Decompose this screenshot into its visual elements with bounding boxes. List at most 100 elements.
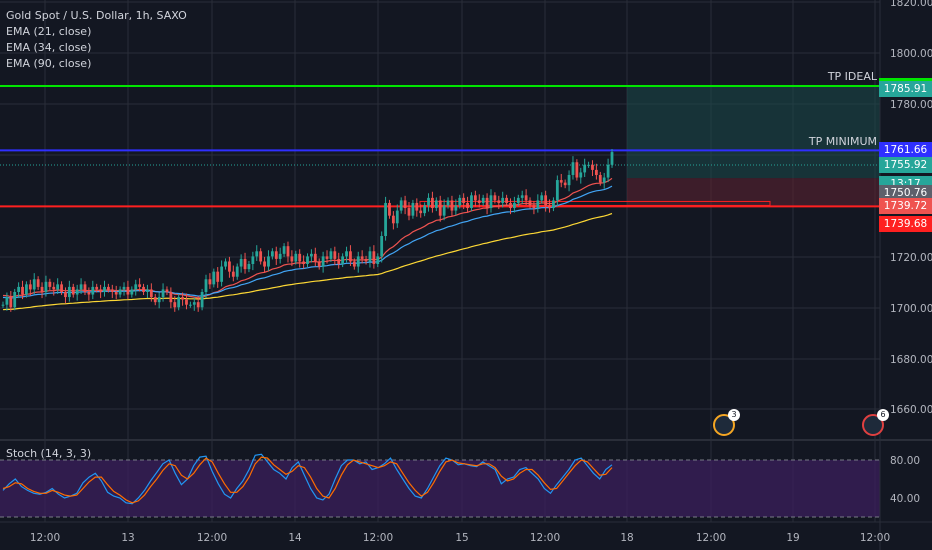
legend: Gold Spot / U.S. Dollar, 1h, SAXO EMA (2… [6, 8, 187, 72]
time-tick-label: 15 [455, 532, 468, 544]
candle-body [337, 258, 341, 265]
candle-body [559, 180, 563, 183]
candle-body [114, 291, 118, 295]
candle-body [438, 200, 442, 216]
time-tick-label: 12:00 [860, 532, 890, 544]
candle-body [384, 202, 387, 237]
candle-body [294, 253, 298, 262]
candle-body [360, 256, 364, 259]
candle-body [423, 205, 427, 214]
candle-body [173, 302, 177, 308]
candle-body [56, 284, 60, 290]
ema21-label: EMA (21, close) [6, 25, 92, 38]
candle-body [477, 200, 481, 203]
candle-body [317, 261, 321, 267]
candle-body [352, 261, 356, 267]
candle-body [368, 251, 372, 262]
candle-body [247, 264, 251, 270]
stoch-d-line [2, 456, 613, 504]
candle-body [520, 195, 524, 198]
candle-body [489, 195, 493, 209]
price-tick-label: 1800.00 [890, 48, 932, 60]
ema21-line [2, 177, 613, 299]
price-badge: 1755.92 [879, 157, 932, 173]
candle-body [32, 279, 36, 290]
candle-body [204, 279, 208, 292]
price-tick-label: 1680.00 [890, 354, 932, 366]
candles [1, 149, 614, 312]
candle-body [235, 266, 239, 277]
candle-body [282, 246, 286, 254]
candle-body [259, 251, 263, 262]
grid-lines [0, 0, 880, 522]
candle-body [251, 256, 255, 265]
candle-body [91, 286, 95, 295]
candle-body [161, 289, 165, 298]
candle-body [13, 291, 17, 308]
candle-body [333, 251, 337, 259]
candle-body [107, 286, 110, 290]
candle-body [497, 200, 501, 203]
time-tick-label: 12:00 [530, 532, 560, 544]
price-badge: 1739.72 [879, 198, 932, 215]
candle-body [470, 195, 473, 209]
candle-body [513, 202, 516, 209]
candle-body [528, 200, 532, 206]
candle-body [122, 286, 126, 290]
candle-body [356, 256, 360, 267]
candle-body [99, 289, 102, 292]
candle-body [575, 162, 579, 178]
candle-body [466, 202, 469, 209]
time-tick-label: 12:00 [363, 532, 393, 544]
candle-body [60, 284, 63, 292]
candle-body [376, 256, 380, 265]
candle-body [181, 297, 184, 300]
candle-body [177, 297, 181, 308]
candle-body [442, 205, 446, 216]
price-tick-label: 1700.00 [890, 303, 932, 315]
candle-body [228, 261, 231, 272]
candle-body [544, 195, 548, 206]
candle-body [610, 152, 614, 165]
candle-body [431, 197, 434, 209]
price-badge: 1785.91 [879, 80, 932, 97]
candle-body [341, 256, 345, 265]
candle-body [243, 258, 247, 270]
candle-body [192, 302, 196, 305]
candle-body [165, 289, 169, 292]
candle-body [36, 279, 40, 287]
candle-body [598, 174, 602, 183]
candle-body [602, 177, 606, 183]
event-count: 3 [728, 409, 740, 421]
candle-body [567, 174, 571, 186]
candle-body [25, 284, 28, 295]
symbol-title: Gold Spot / U.S. Dollar, 1h, SAXO [6, 9, 187, 22]
time-tick-label: 19 [786, 532, 799, 544]
stochastic-panel [0, 439, 932, 518]
candle-body [454, 205, 458, 211]
candle-body [298, 253, 302, 262]
candle-body [606, 164, 610, 178]
us-flag-event-icon[interactable]: 6 [862, 409, 889, 436]
time-tick-label: 14 [288, 532, 302, 544]
ema34-line [3, 185, 613, 299]
candle-body [130, 289, 134, 295]
loss-zone [627, 178, 880, 207]
candle-body [349, 251, 352, 262]
candle-body [388, 202, 391, 216]
tp-minimum-label: TP MINIMUM [808, 135, 877, 148]
candle-body [270, 251, 274, 257]
position-zones [419, 86, 880, 207]
candle-body [415, 202, 419, 211]
candle-body [325, 256, 329, 259]
candle-body [64, 291, 67, 298]
us-flag-event-icon[interactable]: 3 [713, 409, 740, 436]
candle-body [212, 271, 216, 285]
candle-body [95, 286, 99, 290]
candle-body [434, 200, 438, 209]
candle-body [509, 202, 512, 209]
ema-lines [2, 177, 613, 311]
candle-body [485, 197, 489, 209]
candle-body [313, 253, 317, 262]
